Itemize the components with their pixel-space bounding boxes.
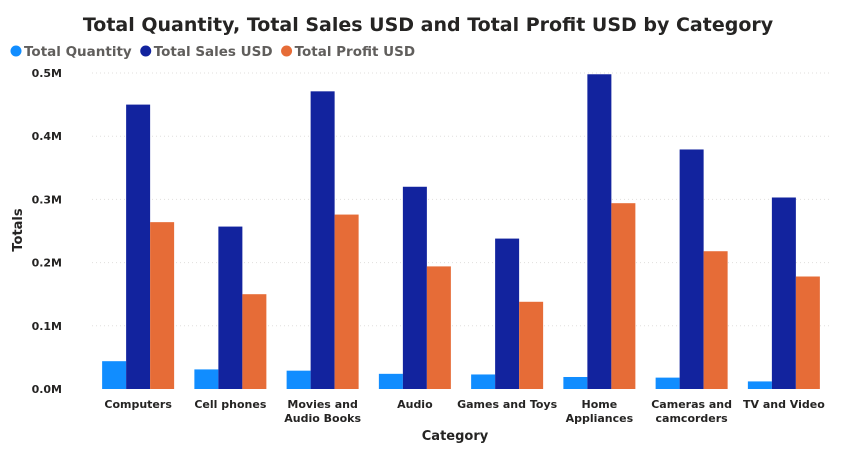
- bar-total-quantity-movies-and-audio-books[interactable]: [286, 370, 311, 389]
- bars: [102, 74, 820, 389]
- legend-label: Total Sales USD: [154, 44, 273, 60]
- legend-marker: [10, 45, 22, 57]
- bar-total-sales-usd-cameras-and-camcorders[interactable]: [679, 149, 704, 389]
- bar-total-quantity-cell-phones[interactable]: [194, 369, 219, 389]
- bar-total-sales-usd-tv-and-video[interactable]: [771, 197, 796, 389]
- y-tick-label: 0.0M: [32, 383, 62, 396]
- bar-total-sales-usd-audio[interactable]: [402, 186, 427, 389]
- bar-total-profit-usd-movies-and-audio-books[interactable]: [334, 214, 359, 389]
- x-category-label: Computers: [104, 398, 172, 411]
- y-tick-label: 0.5M: [32, 67, 62, 80]
- y-tick-label: 0.3M: [32, 193, 62, 206]
- x-axis-title: Category: [422, 429, 489, 444]
- x-category-label: Movies and Audio Books: [284, 398, 361, 425]
- bar-total-sales-usd-computers[interactable]: [126, 104, 151, 389]
- bar-total-quantity-games-and-toys[interactable]: [471, 374, 496, 389]
- legend-marker: [140, 45, 152, 57]
- legend-label: Total Quantity: [24, 44, 132, 60]
- bar-total-quantity-audio[interactable]: [378, 373, 403, 389]
- x-category-label: Cameras and camcorders: [651, 398, 732, 425]
- legend: Total Quantity Total Sales USD Total Profi…: [10, 44, 415, 60]
- bar-total-quantity-computers[interactable]: [102, 361, 127, 389]
- y-tick-label: 0.1M: [32, 320, 62, 333]
- legend-marker: [281, 45, 293, 57]
- bar-total-profit-usd-audio[interactable]: [426, 266, 451, 389]
- y-tick-label: 0.4M: [32, 130, 62, 143]
- bar-total-profit-usd-cameras-and-camcorders[interactable]: [703, 251, 728, 389]
- x-category-label: Home Appliances: [566, 398, 634, 425]
- bar-total-sales-usd-cell-phones[interactable]: [218, 226, 243, 389]
- gridlines: [92, 72, 830, 327]
- y-tick-label: 0.2M: [32, 257, 62, 270]
- x-category-label: Games and Toys: [457, 398, 557, 411]
- legend-item-total-sales-usd[interactable]: Total Sales USD: [140, 44, 273, 60]
- x-category-label: TV and Video: [743, 398, 825, 411]
- chart-title: Total Quantity, Total Sales USD and Tota…: [83, 14, 774, 36]
- legend-label: Total Profit USD: [295, 44, 415, 60]
- y-axis-ticks: 0.0M 0.1M 0.2M 0.3M 0.4M 0.5M: [32, 67, 62, 396]
- x-category-label: Cell phones: [194, 398, 266, 411]
- bar-total-quantity-cameras-and-camcorders[interactable]: [655, 377, 680, 389]
- bar-total-profit-usd-computers[interactable]: [150, 222, 175, 389]
- bar-total-sales-usd-home-appliances[interactable]: [587, 74, 612, 389]
- bar-total-profit-usd-cell-phones[interactable]: [242, 294, 267, 389]
- bar-total-profit-usd-games-and-toys[interactable]: [519, 301, 544, 389]
- bar-total-sales-usd-movies-and-audio-books[interactable]: [310, 91, 335, 389]
- x-category-label: Audio: [397, 398, 433, 411]
- bar-total-profit-usd-tv-and-video[interactable]: [795, 276, 820, 389]
- bar-total-sales-usd-games-and-toys[interactable]: [495, 238, 520, 389]
- bar-total-quantity-tv-and-video[interactable]: [747, 381, 772, 389]
- bar-total-profit-usd-home-appliances[interactable]: [611, 203, 636, 389]
- y-axis-title: Totals: [11, 208, 26, 252]
- bar-total-quantity-home-appliances[interactable]: [563, 376, 588, 389]
- x-axis-categories: Computers Cell phones Movies and Audio Book…: [104, 398, 825, 425]
- legend-item-total-profit-usd[interactable]: Total Profit USD: [281, 44, 415, 60]
- legend-item-total-quantity[interactable]: Total Quantity: [10, 44, 132, 60]
